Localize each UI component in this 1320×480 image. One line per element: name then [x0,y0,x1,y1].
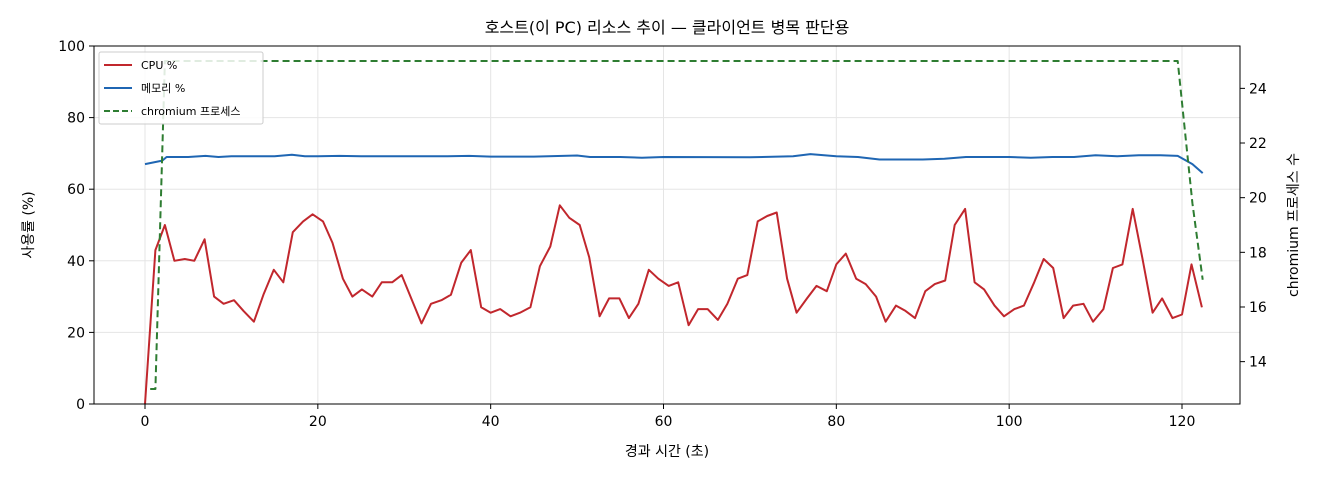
x-tick-label: 20 [309,414,327,430]
series-line-chromium [150,60,1204,390]
chart-title: 호스트(이 PC) 리소스 추이 — 클라이언트 병목 판단용 [485,18,850,37]
y-axis-ticks: 0 20 40 60 80 100 [58,39,94,413]
y-axis-label: 사용률 (%) [21,191,37,258]
x-axis-label: 경과 시간 (초) [625,444,709,460]
series-line-cpu [144,204,1203,405]
y2-tick-label: 24 [1249,81,1267,97]
x-tick-label: 120 [1169,414,1196,430]
x-tick-label: 0 [141,414,150,430]
x-tick-label: 60 [655,414,673,430]
legend-box [98,51,264,125]
x-tick-label: 100 [996,414,1023,430]
y2-tick-label: 16 [1249,300,1267,316]
legend: CPU % 메모리 % chromium 프로세스 [98,51,264,125]
y-tick-label: 40 [67,254,85,270]
x-axis-ticks: 0 20 40 60 80 100 120 [141,404,1196,430]
y-tick-label: 100 [58,39,85,55]
y-tick-label: 20 [67,325,85,341]
y2-axis-ticks: 14 16 18 20 22 24 [1240,81,1267,371]
plot-frame [93,45,1241,405]
legend-label-cpu: CPU % [141,59,177,72]
x-tick-label: 40 [482,414,500,430]
y-tick-label: 60 [67,182,85,198]
y2-axis-label: chromium 프로세스 수 [1286,153,1302,297]
y-tick-label: 80 [67,111,85,127]
legend-label-chromium: chromium 프로세스 [141,105,240,118]
y-tick-label: 0 [76,397,85,413]
series-layer [144,60,1204,405]
y2-tick-label: 22 [1249,136,1267,152]
y2-tick-label: 20 [1249,191,1267,207]
x-tick-label: 80 [827,414,845,430]
legend-label-memory: 메모리 % [141,82,185,95]
series-line-memory [144,153,1204,174]
y2-tick-label: 18 [1249,245,1267,261]
y2-tick-label: 14 [1249,355,1267,371]
